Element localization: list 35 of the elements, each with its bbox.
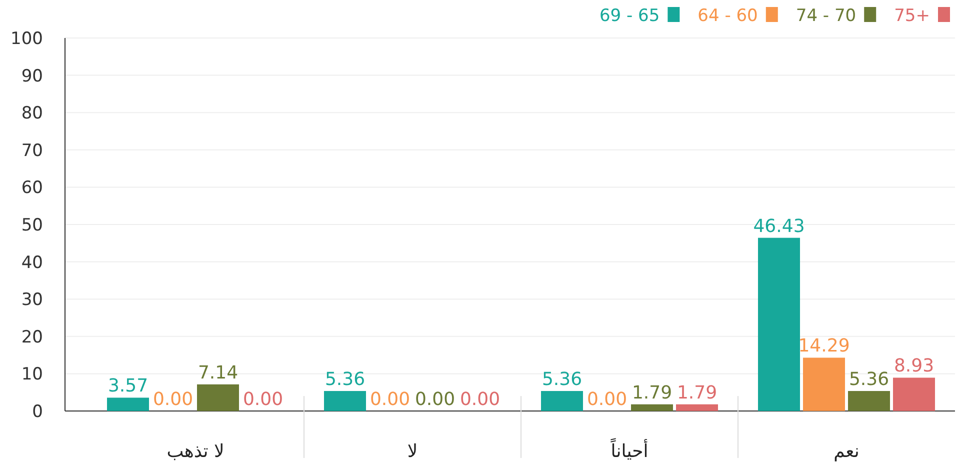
y-tick-label: 20 (21, 327, 43, 348)
legend-label: 64 - 60 (698, 6, 758, 26)
legend-label: 75+ (894, 6, 930, 26)
text: 0.00 (460, 389, 500, 410)
y-tick-label: 60 (21, 178, 43, 198)
text: 1.79 (676, 382, 718, 404)
text: 7.14 (198, 362, 238, 384)
text: 0.00 (586, 389, 628, 410)
text: 3.57 (108, 376, 148, 397)
text: 0.00 (242, 389, 284, 410)
x-tick-label: أحياناً (610, 438, 648, 462)
y-tick-label: 50 (21, 216, 43, 236)
text: 0.00 (370, 389, 410, 410)
text: 5.36 (324, 369, 366, 390)
y-tick-label: 0 (32, 402, 43, 422)
legend-label: 74 - 70 (796, 6, 856, 26)
text: 8.93 (894, 356, 934, 377)
text: 5.36 (848, 369, 890, 390)
text: 0.00 (414, 389, 456, 410)
text: 1.79 (632, 382, 672, 404)
text: 5.36 (542, 369, 582, 390)
x-tick-label: لا (407, 441, 418, 462)
y-tick-label: 30 (21, 290, 43, 310)
text: 46.43 (753, 216, 805, 237)
x-tick-label: نعم (834, 441, 860, 462)
text: 0.00 (152, 389, 194, 410)
y-tick-label: 90 (21, 66, 43, 86)
y-tick-label: 100 (10, 29, 43, 49)
y-tick-label: 70 (21, 140, 43, 161)
legend-label: 69 - 65 (599, 6, 660, 26)
y-tick-label: 10 (21, 364, 43, 385)
y-tick-label: 40 (21, 252, 43, 273)
text: 14.29 (798, 336, 850, 357)
y-tick-label: 80 (21, 104, 43, 124)
x-tick-label: لا تذهب (166, 441, 224, 462)
